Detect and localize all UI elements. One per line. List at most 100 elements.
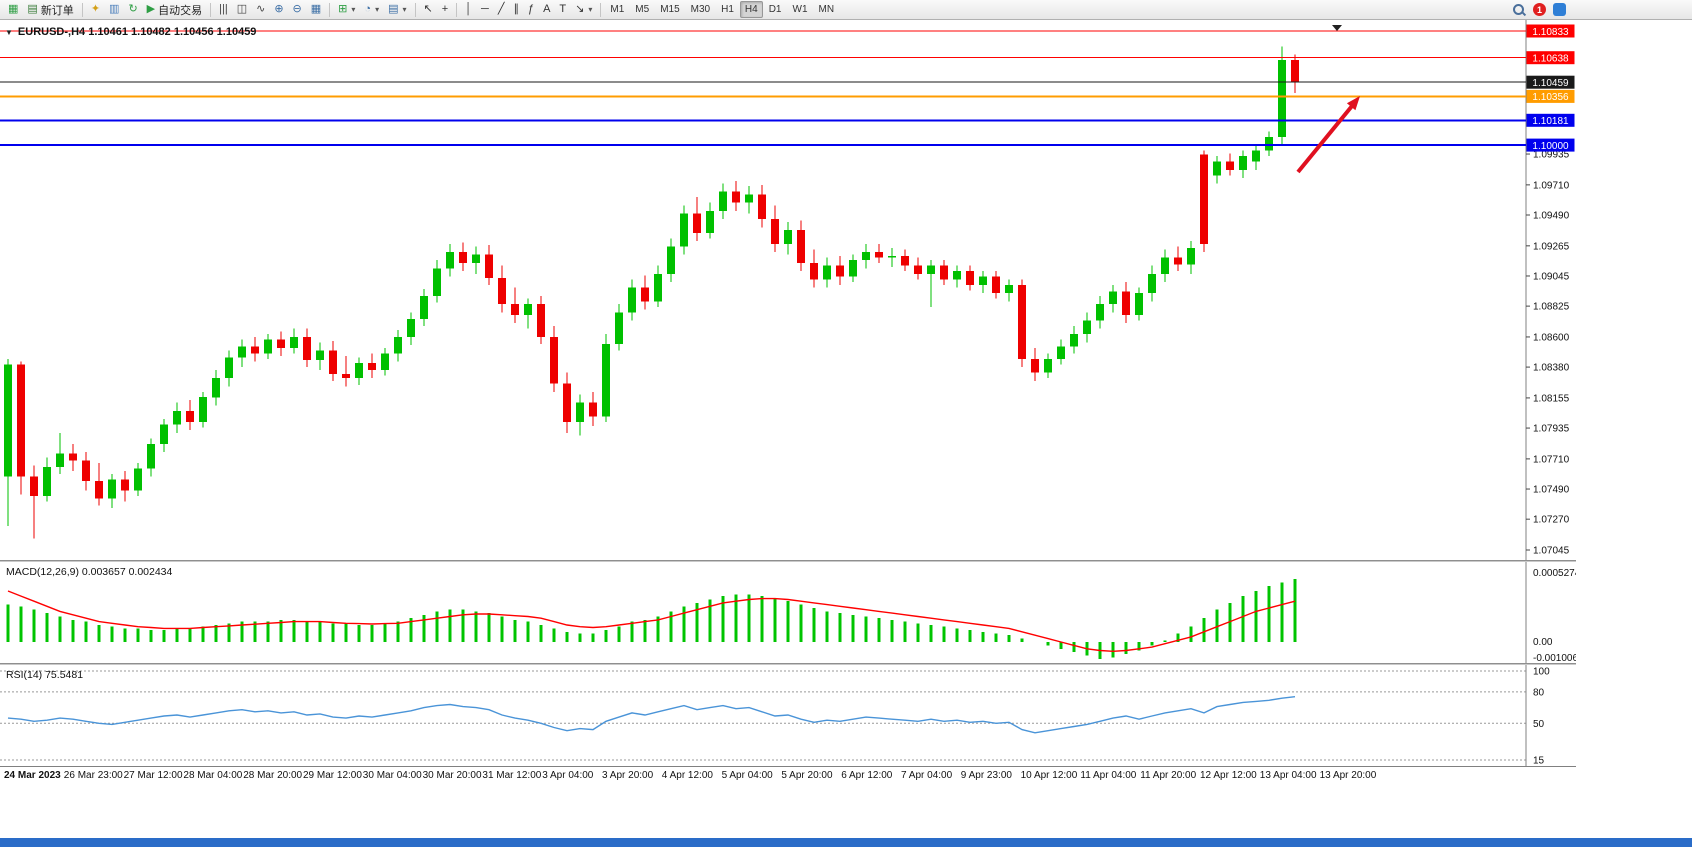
candle: [225, 357, 233, 379]
notification-badge[interactable]: 1: [1533, 3, 1546, 16]
time-axis-label: 30 Mar 20:00: [422, 770, 482, 781]
price-tick-label: 1.09045: [1533, 272, 1570, 283]
price-label-box: [1526, 75, 1575, 89]
candle: [290, 336, 298, 348]
panel-splitter[interactable]: [0, 560, 1576, 562]
time-axis-label: 26 Mar 23:00: [63, 770, 123, 781]
line-icon: ∿: [256, 3, 266, 15]
scroll-to-end-marker[interactable]: [1332, 25, 1342, 31]
quick-trade-button[interactable]: ✦: [87, 0, 104, 19]
text-label-button[interactable]: T: [555, 0, 570, 19]
candle: [108, 479, 116, 499]
timeframe-d1[interactable]: D1: [768, 4, 782, 15]
panel-splitter[interactable]: [0, 663, 1576, 665]
price-label-text: 1.10181: [1532, 116, 1569, 127]
candle: [368, 363, 376, 370]
price-tick-label: 1.07490: [1533, 485, 1570, 496]
time-axis-label: 7 Apr 04:00: [901, 770, 953, 781]
vline-icon: │: [465, 3, 473, 15]
text-button[interactable]: A: [539, 0, 554, 19]
zoom-in-button[interactable]: ⊕: [270, 0, 287, 19]
toolbar: ▦ ▤ 新订单 ✦ ▥ ↻ ▶ 自动交易 ||| ◫ ∿ ⊕ ⊖ ▦ ⊞ ▾ ◔ ▾ ▤ ▾ ↖ + │ ─ ╱ ∥ ƒ A T ↘ ▾ M1…: [0, 0, 1692, 20]
rsi-line: [7, 696, 1296, 734]
macd-signal-line: [7, 590, 1296, 653]
bar-chart-button[interactable]: |||: [215, 0, 232, 19]
channel-button[interactable]: ∥: [509, 0, 523, 19]
candle: [160, 424, 168, 444]
print-preview-button[interactable]: ▥: [105, 0, 123, 19]
chevron-down-icon: ▾: [402, 5, 407, 14]
timeframe-h4[interactable]: H4: [739, 1, 763, 18]
toolbar-separator: [81, 2, 83, 17]
candlestick-chart[interactable]: 1.09935 1.09710 1.09490 1.09265 1.09045 1.088…: [0, 20, 1576, 560]
price-tick-label: 1.07935: [1533, 424, 1570, 435]
timeframe-h1[interactable]: H1: [721, 4, 734, 15]
candle: [238, 346, 246, 358]
chat-icon[interactable]: [1553, 3, 1566, 16]
macd-scale-label: 0.00: [1533, 637, 1553, 648]
macd-scale-label: 0.0005274: [1533, 568, 1576, 579]
chartplus-icon: ▦: [8, 3, 19, 15]
fibonacci-button[interactable]: ƒ: [524, 0, 538, 19]
timeframe-w1[interactable]: W1: [792, 4, 808, 15]
time-axis[interactable]: 24 Mar 2023 26 Mar 23:00 27 Mar 12:00 28 Ma…: [0, 766, 1576, 785]
timeframe-m1[interactable]: M1: [610, 4, 625, 15]
trend-arrow[interactable]: [1296, 104, 1354, 174]
arrows-button[interactable]: ↘ ▾: [571, 0, 596, 19]
time-axis-label: 5 Apr 20:00: [781, 770, 833, 781]
templates-button[interactable]: ▤ ▾: [384, 0, 410, 19]
vertical-line-button[interactable]: │: [461, 0, 476, 19]
candle: [667, 246, 675, 274]
new-order-button[interactable]: ▤ 新订单: [23, 0, 77, 19]
rsi-scale-label: 80: [1533, 687, 1545, 698]
timeframe-m15[interactable]: M15: [660, 4, 680, 15]
trendline-button[interactable]: ╱: [494, 0, 509, 19]
timeframe-m30[interactable]: M30: [690, 4, 711, 15]
candle: [979, 276, 987, 285]
candle: [147, 443, 155, 469]
new-chart-button[interactable]: ▦: [4, 0, 22, 19]
candle: [641, 287, 649, 302]
cursor-button[interactable]: ↖: [420, 0, 437, 19]
price-tick-label: 1.07045: [1533, 546, 1570, 557]
bolt-icon: ✦: [90, 3, 101, 15]
autotrading-button-label: 自动交易: [158, 4, 203, 17]
indicators-button[interactable]: ⊞ ▾: [334, 0, 359, 19]
candle: [953, 271, 961, 280]
candle: [1226, 161, 1234, 170]
candle: [277, 339, 285, 348]
timeframe-mn[interactable]: MN: [818, 4, 835, 15]
candle: [1278, 60, 1286, 137]
periods-button[interactable]: ◔ ▾: [360, 0, 383, 19]
crosshair-button[interactable]: +: [438, 0, 452, 19]
candle: [446, 252, 454, 269]
time-axis-label: 27 Mar 12:00: [123, 770, 183, 781]
candle: [1174, 257, 1182, 265]
collapse-triangle-icon[interactable]: ▼: [5, 27, 13, 37]
time-axis-label: 29 Mar 12:00: [303, 770, 362, 781]
candle: [771, 219, 779, 244]
horizontal-line-button[interactable]: ─: [477, 0, 493, 19]
candle: [17, 364, 25, 477]
price-label-text: 1.10356: [1532, 92, 1569, 103]
candlestick-chart-button[interactable]: ◫: [233, 0, 251, 19]
line-chart-button[interactable]: ∿: [252, 0, 269, 19]
macd-panel[interactable]: 0.0005274 0.00 -0.0010063 MACD(12,26,9) 0.0…: [0, 562, 1576, 663]
timeframe-m5[interactable]: M5: [635, 4, 650, 15]
price-label-box: [1526, 24, 1575, 38]
price-tick-label: 1.08155: [1533, 393, 1570, 404]
trend-icon: ╱: [497, 3, 505, 15]
rsi-panel[interactable]: 100 80 50 15 RSI(14) 75.5481: [0, 665, 1576, 766]
candle: [758, 194, 766, 220]
zoom-out-button[interactable]: ⊖: [289, 0, 306, 19]
chart-window[interactable]: ▼ EURUSD-,H4 1.10461 1.10482 1.10456 1.1…: [0, 20, 1692, 786]
time-axis-label: 13 Apr 20:00: [1319, 770, 1377, 781]
candle: [342, 373, 350, 378]
candle: [901, 256, 909, 266]
tile-windows-button[interactable]: ▦: [307, 0, 325, 19]
search-icon[interactable]: [1512, 3, 1526, 17]
refresh-button[interactable]: ↻: [124, 0, 141, 19]
price-tick-label: 1.07710: [1533, 454, 1570, 465]
autotrading-button[interactable]: ▶ 自动交易: [143, 0, 206, 19]
candle: [615, 312, 623, 344]
